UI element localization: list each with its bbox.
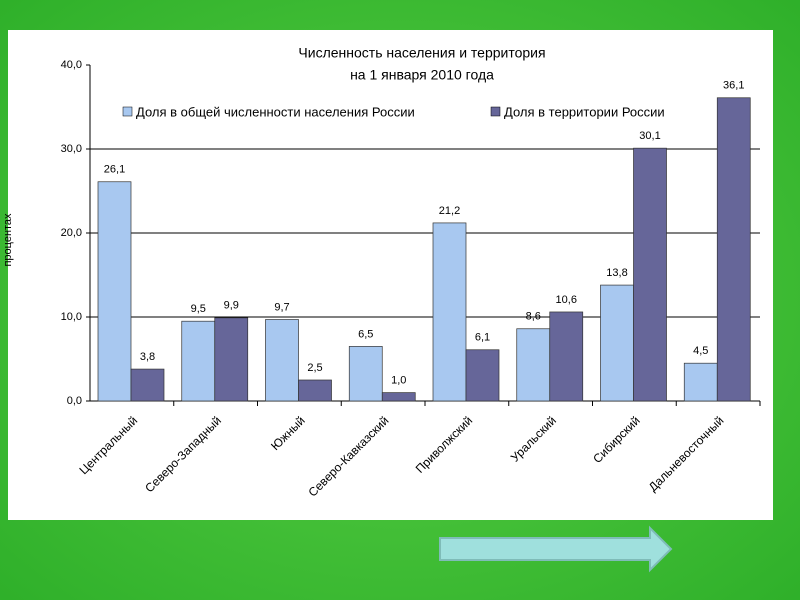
bar [130,368,165,402]
y-tick-label: 30,0 [61,143,82,155]
legend-swatch [122,106,133,117]
bar [432,222,467,402]
value-label: 21,2 [439,205,460,217]
value-label: 9,5 [191,303,206,315]
bar [181,320,216,402]
bar [465,349,500,402]
bar [633,147,667,402]
bar [298,379,332,402]
bar [214,317,249,402]
value-label: 13,8 [606,267,627,279]
bar [381,392,416,402]
bar [97,181,132,402]
y-tick-label: 40,0 [61,59,82,71]
value-label: 3,8 [140,351,155,363]
y-tick-label: 20,0 [61,227,82,239]
value-label: 9,9 [224,300,239,312]
bar [683,362,718,402]
y-tick-label: 0,0 [67,395,82,407]
value-label: 6,5 [358,328,373,340]
value-label: 9,7 [274,301,289,313]
chart-title: на 1 января 2010 года [350,67,494,83]
value-label: 36,1 [723,80,744,92]
bar [516,328,551,402]
bar [549,311,584,402]
y-tick-label: 10,0 [61,311,82,323]
legend-swatch [490,106,501,117]
value-label: 30,1 [639,130,660,142]
bar [348,346,383,402]
legend-label: Доля в общей численности населения Росси… [136,104,415,119]
bar [716,97,751,402]
value-label: 6,1 [475,332,490,344]
value-label: 26,1 [104,164,125,176]
value-label: 2,5 [307,362,322,374]
value-label: 8,6 [526,311,541,323]
legend-label: Доля в территории России [504,104,665,119]
value-label: 10,6 [556,294,577,306]
value-label: 4,5 [693,345,708,357]
bar [600,284,634,402]
chart-title: Численность населения и территория [298,45,545,61]
bar [265,319,299,402]
value-label: 1,0 [391,375,406,387]
y-axis-label: процентах [2,213,14,267]
next-arrow[interactable] [439,525,673,573]
